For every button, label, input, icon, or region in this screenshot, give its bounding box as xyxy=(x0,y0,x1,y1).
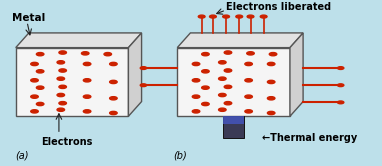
Circle shape xyxy=(110,62,117,66)
Bar xyxy=(223,116,244,124)
Circle shape xyxy=(104,52,112,56)
Circle shape xyxy=(59,102,66,105)
Circle shape xyxy=(57,93,65,97)
Circle shape xyxy=(202,70,209,73)
Circle shape xyxy=(219,77,226,80)
Circle shape xyxy=(110,111,117,115)
Text: Electrons: Electrons xyxy=(41,137,92,147)
Circle shape xyxy=(192,62,200,66)
Circle shape xyxy=(192,110,200,113)
Polygon shape xyxy=(177,33,303,48)
Circle shape xyxy=(36,52,44,56)
Circle shape xyxy=(202,86,209,89)
Circle shape xyxy=(57,77,65,80)
Circle shape xyxy=(202,52,209,56)
Circle shape xyxy=(83,62,91,66)
Circle shape xyxy=(83,110,91,113)
Circle shape xyxy=(110,97,117,100)
Polygon shape xyxy=(290,33,303,116)
Circle shape xyxy=(57,108,65,111)
Circle shape xyxy=(36,70,44,73)
Circle shape xyxy=(224,85,232,88)
Polygon shape xyxy=(16,48,128,116)
Circle shape xyxy=(36,86,44,89)
Circle shape xyxy=(57,61,65,64)
Circle shape xyxy=(267,62,275,66)
Text: (a): (a) xyxy=(16,151,29,161)
Polygon shape xyxy=(177,48,290,116)
Circle shape xyxy=(245,110,253,113)
Circle shape xyxy=(31,79,38,82)
Circle shape xyxy=(140,67,147,69)
Text: (b): (b) xyxy=(173,151,187,161)
Circle shape xyxy=(59,85,66,88)
Circle shape xyxy=(223,15,230,18)
Circle shape xyxy=(269,52,277,56)
Circle shape xyxy=(245,95,253,98)
Polygon shape xyxy=(16,33,142,48)
Text: Metal: Metal xyxy=(12,13,45,23)
Circle shape xyxy=(219,108,226,111)
Circle shape xyxy=(219,61,226,64)
Circle shape xyxy=(224,51,232,54)
Circle shape xyxy=(59,69,66,72)
Circle shape xyxy=(224,69,232,72)
Circle shape xyxy=(267,97,275,100)
Text: ←Thermal energy: ←Thermal energy xyxy=(262,133,357,143)
Circle shape xyxy=(83,79,91,82)
Circle shape xyxy=(267,111,275,115)
Circle shape xyxy=(202,102,209,106)
Circle shape xyxy=(260,15,267,18)
Circle shape xyxy=(36,102,44,106)
Circle shape xyxy=(31,95,38,98)
Circle shape xyxy=(59,51,66,54)
Circle shape xyxy=(31,62,38,66)
Circle shape xyxy=(219,93,226,97)
Text: Electrons liberated: Electrons liberated xyxy=(226,2,331,12)
Polygon shape xyxy=(128,33,142,116)
Circle shape xyxy=(110,80,117,84)
Circle shape xyxy=(337,67,344,69)
Circle shape xyxy=(210,15,216,18)
Circle shape xyxy=(236,15,243,18)
Circle shape xyxy=(192,95,200,98)
Circle shape xyxy=(247,15,254,18)
Circle shape xyxy=(245,62,253,66)
Circle shape xyxy=(247,52,254,55)
Circle shape xyxy=(198,15,205,18)
Bar xyxy=(223,116,244,137)
Circle shape xyxy=(192,79,200,82)
Circle shape xyxy=(140,84,147,87)
Circle shape xyxy=(337,84,344,87)
Circle shape xyxy=(245,79,253,82)
Circle shape xyxy=(81,52,89,55)
Circle shape xyxy=(83,95,91,98)
Circle shape xyxy=(31,110,38,113)
Circle shape xyxy=(337,101,344,104)
Circle shape xyxy=(224,102,232,105)
Circle shape xyxy=(267,80,275,84)
